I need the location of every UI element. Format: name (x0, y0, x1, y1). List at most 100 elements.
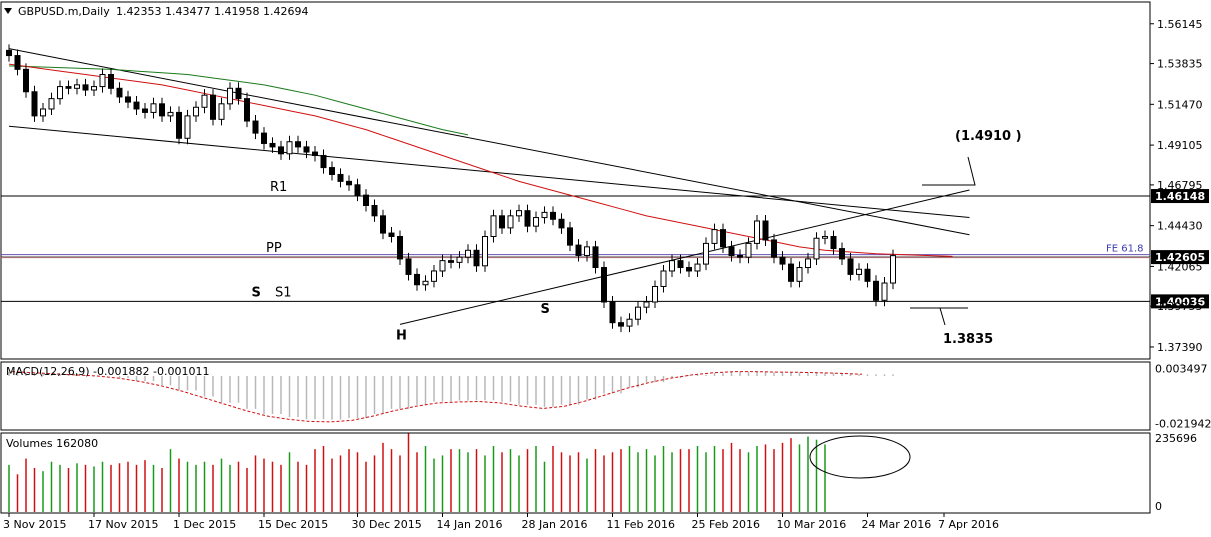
candle-body (703, 242, 709, 265)
candle (346, 175, 352, 191)
candle-body (830, 236, 837, 250)
candle-body (779, 256, 786, 265)
candle-body (567, 227, 573, 246)
macd-signal-line (11, 371, 863, 423)
candle-body (363, 194, 369, 206)
candle (74, 78, 80, 95)
candle (856, 263, 862, 281)
candle (779, 251, 786, 271)
time-tick-label: 11 Feb 2016 (607, 518, 675, 531)
time-tick-label: 28 Jan 2016 (522, 518, 588, 531)
main-pane[interactable]: R1 1.46148 PP 1.42605 S1 1.40036 FE 61.8 S H S (1… (0, 1, 1209, 360)
candle (456, 251, 463, 269)
candle-body (23, 68, 29, 93)
candle (448, 254, 454, 269)
candle-body (99, 74, 106, 88)
candle-body (550, 211, 556, 220)
candle (473, 244, 480, 272)
candle (465, 244, 471, 264)
candle (830, 230, 837, 255)
candle (363, 189, 369, 212)
candle (150, 97, 157, 119)
candle (244, 92, 250, 128)
candle-body (422, 280, 429, 286)
moving-averages (8, 63, 953, 257)
candle (176, 106, 182, 145)
trendlines (8, 48, 970, 325)
candle (235, 82, 242, 105)
level-price-box (1151, 250, 1209, 265)
candle-body (575, 244, 582, 256)
candle (694, 258, 701, 278)
candle (558, 213, 565, 234)
candle (414, 268, 420, 291)
candle (405, 252, 412, 281)
candle (890, 249, 896, 290)
macd-pane[interactable]: 0.003497 -0.021942 (0, 361, 1211, 431)
candle-body (201, 94, 208, 108)
candle (839, 242, 845, 265)
candle-body (677, 260, 684, 269)
symbol-label: GBPUSD.m,Daily (18, 5, 110, 18)
candle (652, 280, 658, 309)
candle-body (890, 255, 896, 284)
candle (227, 82, 233, 110)
candle (142, 102, 148, 119)
candle-body (320, 155, 327, 169)
candle (609, 295, 616, 329)
macd-tick-label: 0.003497 (1155, 362, 1208, 375)
candle-body (142, 108, 148, 113)
candle (533, 211, 539, 233)
candle (822, 230, 828, 245)
candle (737, 249, 743, 264)
candle-body (669, 260, 675, 272)
trendline (8, 125, 970, 219)
candle-body (235, 87, 242, 100)
price-tick-label: 1.46795 (1157, 179, 1203, 192)
candle (371, 199, 378, 222)
candle (269, 137, 276, 153)
candle (703, 237, 709, 271)
candle (643, 295, 650, 314)
collapse-triangle-icon[interactable] (4, 8, 12, 14)
candle-body (473, 249, 480, 267)
candle-body (448, 260, 454, 263)
time-tick-label: 10 Mar 2016 (777, 518, 847, 531)
candle (677, 254, 684, 274)
volume-bars (8, 433, 826, 512)
price-tick-label: 1.44430 (1157, 220, 1203, 233)
volume-tick-label: 0 (1155, 500, 1162, 513)
candle (711, 223, 718, 250)
candle-body (354, 184, 361, 196)
price-tick-label: 1.53835 (1157, 58, 1203, 71)
candle (295, 135, 301, 153)
candle-body (516, 210, 522, 217)
candle (575, 239, 582, 262)
candle-body (592, 246, 599, 269)
candle-body (312, 151, 318, 157)
annotations: S H S (1.4910 ) 1.3835 (252, 129, 1022, 347)
volume-pane[interactable]: 235696 0 (0, 432, 1197, 514)
candle-body (771, 239, 777, 258)
volumes-label: Volumes 162080 (6, 437, 98, 450)
candle-body (660, 270, 667, 287)
time-tick-label: 15 Dec 2015 (258, 518, 328, 531)
pattern-label: S (252, 286, 261, 301)
candle (65, 80, 72, 95)
candle-body (108, 74, 114, 89)
candle (584, 240, 590, 262)
candle (337, 168, 344, 188)
candle-body (847, 258, 854, 275)
candle-body (864, 268, 871, 282)
candle-body (261, 132, 267, 144)
candle (550, 206, 556, 226)
candle (669, 254, 675, 278)
candle-body (626, 318, 633, 327)
level-name-pp: PP (266, 241, 282, 256)
candle-body (652, 285, 658, 303)
candle-body (337, 173, 344, 182)
candle (125, 90, 131, 109)
macd-tick-label: -0.021942 (1155, 417, 1211, 430)
chart-header: GBPUSD.m,Daily 1.42353 1.43477 1.41958 1… (4, 5, 308, 18)
